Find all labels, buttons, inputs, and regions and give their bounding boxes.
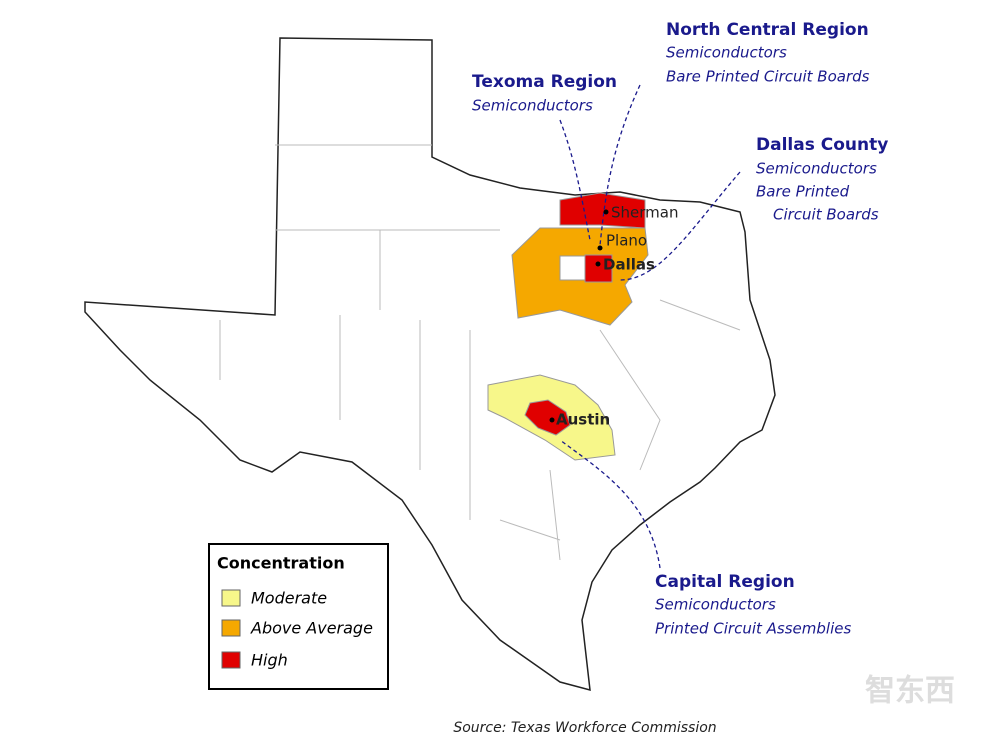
city-label: Austin	[556, 411, 610, 429]
source-note: Source: Texas Workforce Commission	[453, 720, 716, 736]
city-label: Dallas	[603, 256, 655, 274]
region-industry: Bare Printed	[756, 183, 850, 201]
region-industry: Semiconductors	[756, 160, 877, 178]
region-high-dallas	[584, 254, 613, 283]
region-industry: Printed Circuit Assemblies	[655, 620, 851, 638]
legend-item: Moderate	[251, 589, 327, 608]
region-industry: Bare Printed Circuit Boards	[666, 68, 870, 86]
region-high-austin	[524, 399, 571, 436]
watermark: 智东西	[865, 674, 955, 709]
city-dots	[549, 209, 609, 423]
region-title: Texoma Region	[472, 72, 617, 92]
county-lines	[219, 144, 741, 561]
city-label: Plano	[606, 232, 647, 250]
legend: Concentration Moderate Above Average Hig…	[208, 543, 389, 690]
region-title: Dallas County	[756, 135, 888, 155]
region-hole	[559, 255, 586, 281]
region-industry: Semiconductors	[666, 44, 787, 62]
region-title: North Central Region	[666, 20, 869, 40]
legend-item: High	[251, 651, 288, 670]
legend-item: Above Average	[250, 619, 373, 638]
legend-title: Concentration	[217, 554, 345, 573]
region-high-texoma	[559, 192, 646, 229]
city-label: Sherman	[611, 204, 678, 222]
region-industry: Circuit Boards	[773, 206, 879, 224]
region-title: Capital Region	[655, 572, 795, 592]
leader-line	[559, 119, 591, 241]
texas-outline	[84, 37, 776, 692]
leader-line	[559, 439, 661, 569]
region-industry: Semiconductors	[472, 97, 593, 115]
leader-line	[599, 84, 641, 246]
leader-line	[619, 171, 741, 281]
region-industry: Semiconductors	[655, 596, 776, 614]
